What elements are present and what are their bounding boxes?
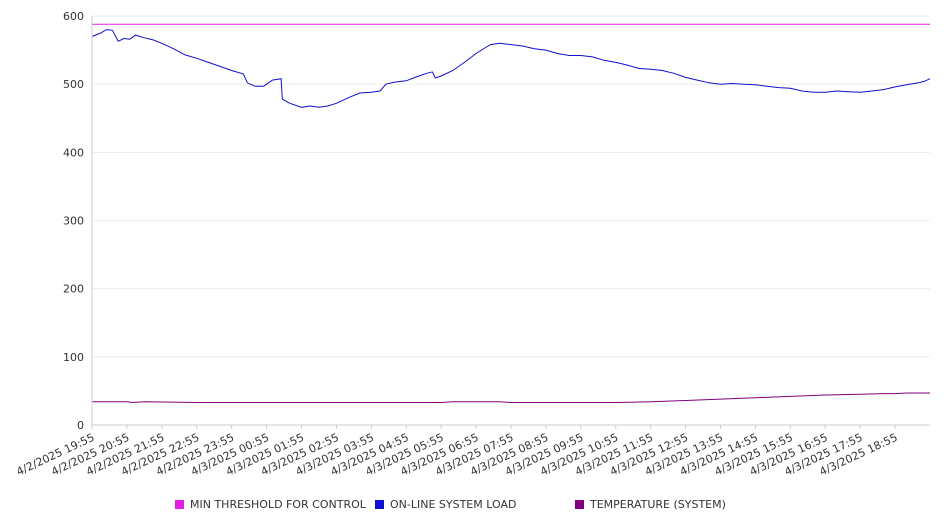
grid-lines — [92, 15, 930, 358]
series-lines — [91, 23, 931, 404]
legend-swatch — [175, 500, 184, 509]
legend-swatch — [375, 500, 384, 509]
y-tick-label: 600 — [63, 10, 84, 23]
legend-label: MIN THRESHOLD FOR CONTROL — [190, 498, 366, 511]
legend-label: TEMPERATURE (SYSTEM) — [590, 498, 726, 511]
y-tick-label: 400 — [63, 146, 84, 159]
legend-item-temperature[interactable]: TEMPERATURE (SYSTEM) — [575, 498, 726, 511]
y-tick-label: 0 — [77, 419, 84, 432]
legend-swatch — [575, 500, 584, 509]
y-tick-label: 500 — [63, 78, 84, 91]
legend-item-system-load[interactable]: ON-LINE SYSTEM LOAD — [375, 498, 516, 511]
legend: MIN THRESHOLD FOR CONTROL ON-LINE SYSTEM… — [0, 498, 946, 516]
legend-label: ON-LINE SYSTEM LOAD — [390, 498, 517, 511]
x-axis-ticks: 4/2/2025 19:554/2/2025 20:554/2/2025 21:… — [14, 425, 900, 478]
y-tick-label: 100 — [63, 351, 84, 364]
series-temperature-line — [92, 392, 930, 404]
legend-item-min-threshold[interactable]: MIN THRESHOLD FOR CONTROL — [175, 498, 366, 511]
y-axis-ticks: 0 100 200 300 400 500 600 — [63, 10, 84, 432]
series-system-load-line — [91, 29, 931, 108]
y-tick-label: 200 — [63, 283, 84, 296]
y-tick-label: 300 — [63, 215, 84, 228]
